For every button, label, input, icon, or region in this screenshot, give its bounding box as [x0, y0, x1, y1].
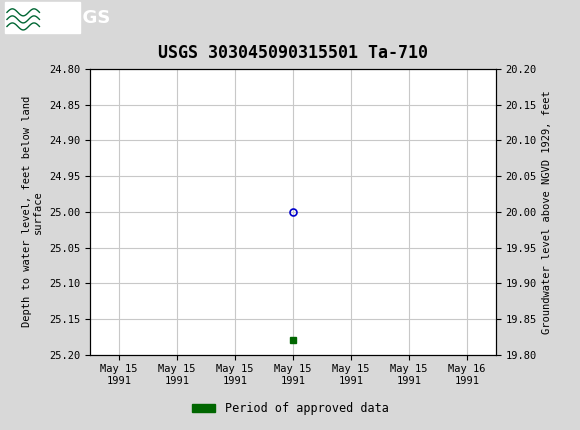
- Legend: Period of approved data: Period of approved data: [187, 397, 393, 420]
- Bar: [5, 2, 80, 33]
- Text: USGS: USGS: [55, 9, 110, 27]
- Y-axis label: Depth to water level, feet below land
surface: Depth to water level, feet below land su…: [22, 96, 44, 327]
- Y-axis label: Groundwater level above NGVD 1929, feet: Groundwater level above NGVD 1929, feet: [542, 90, 552, 334]
- Title: USGS 303045090315501 Ta-710: USGS 303045090315501 Ta-710: [158, 44, 428, 61]
